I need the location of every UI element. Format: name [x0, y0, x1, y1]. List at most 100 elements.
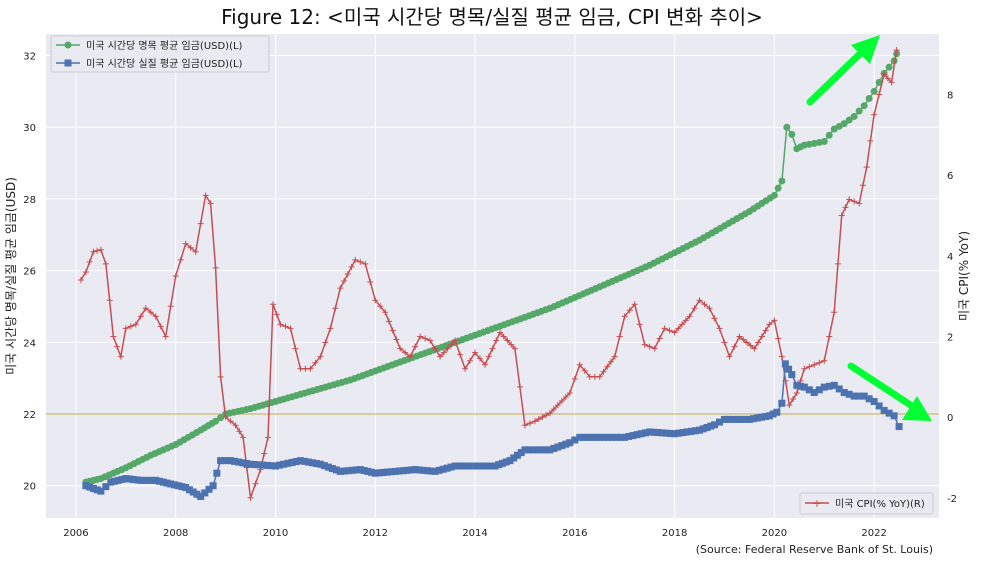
- cpi-point: [775, 335, 782, 342]
- cpi-point: [831, 309, 838, 316]
- real-wage-point: [463, 462, 471, 470]
- real-wage-point: [749, 415, 757, 423]
- cpi-point: [152, 313, 159, 320]
- nominal-wage-point: [778, 177, 786, 185]
- real-wage-point: [502, 458, 510, 466]
- cpi-point: [758, 333, 765, 340]
- real-wage-point: [558, 442, 566, 450]
- real-wage-point: [788, 371, 796, 379]
- real-wage-point: [679, 429, 687, 437]
- right-y-tick-label: 4: [947, 252, 953, 263]
- legend-nominal-label: 미국 시간당 명목 평균 임금(USD)(L): [86, 39, 243, 52]
- cpi-point: [122, 325, 129, 332]
- real-wage-point: [182, 484, 190, 492]
- real-wage-point: [114, 476, 122, 484]
- cpi-point: [743, 339, 750, 346]
- cpi-point: [402, 349, 409, 356]
- real-wage-point: [217, 457, 225, 465]
- nominal-wage-point: [845, 116, 853, 124]
- cpi-point: [132, 321, 139, 328]
- cpi-point: [771, 317, 778, 324]
- real-wage-point: [163, 479, 171, 487]
- cpi-point: [656, 335, 663, 342]
- cpi-point: [327, 325, 334, 332]
- cpi-point: [90, 248, 97, 255]
- real-wage-point: [126, 475, 134, 483]
- real-wage-point: [683, 428, 691, 436]
- cpi-point: [97, 246, 104, 253]
- real-wage-point: [483, 462, 491, 470]
- real-wage-point: [167, 480, 175, 488]
- cpi-point: [397, 345, 404, 352]
- x-tick-label: 2012: [363, 528, 388, 539]
- legend-left-frame: [50, 35, 270, 73]
- real-wage-point: [588, 433, 596, 441]
- cpi-point: [531, 418, 538, 425]
- cpi-point: [172, 273, 179, 279]
- cpi-point: [212, 264, 219, 271]
- cpi-point: [706, 305, 713, 312]
- real-wage-point: [529, 446, 537, 454]
- real-wage-point: [658, 429, 666, 437]
- left-axis-title: 미국 시간당 명목/실질 평균 임금(USD): [4, 177, 18, 375]
- real-wage-point: [533, 446, 541, 454]
- cpi-point: [247, 494, 254, 501]
- cpi-point: [888, 79, 895, 86]
- real-wage-point: [498, 459, 506, 467]
- real-wage-point: [617, 433, 625, 441]
- real-wage-point: [525, 446, 533, 454]
- cpi-point: [826, 333, 833, 340]
- real-wage-point: [276, 461, 284, 469]
- real-wage-point: [379, 468, 387, 476]
- real-wage-point: [263, 461, 271, 469]
- real-wage-point: [633, 431, 641, 439]
- cpi-point: [448, 341, 455, 348]
- cpi-point: [127, 323, 134, 330]
- real-wage-point: [280, 460, 288, 468]
- real-wage-point: [495, 461, 503, 469]
- cpi-point: [543, 412, 550, 419]
- cpi-point: [252, 480, 259, 487]
- cpi-point: [607, 358, 614, 365]
- cpi-point: [762, 327, 769, 334]
- real-wage-point: [662, 429, 670, 437]
- cpi-point: [377, 303, 384, 310]
- cpi-point: [207, 200, 214, 207]
- cpi-point: [816, 359, 823, 366]
- cpi-point: [452, 337, 459, 344]
- cpi-point: [600, 368, 607, 375]
- real-wage-point: [340, 467, 348, 475]
- real-wage-point: [725, 415, 733, 423]
- cpi-point: [558, 398, 565, 405]
- real-wage-point: [129, 475, 137, 483]
- real-wage-point: [403, 466, 411, 474]
- cpi-point: [489, 345, 496, 352]
- cpi-point: [696, 297, 703, 304]
- nominal-wage-point: [840, 120, 848, 128]
- x-tick-label: 2020: [762, 528, 787, 539]
- real-wage-point: [711, 421, 719, 429]
- real-wage-point: [455, 462, 463, 470]
- cpi-point: [755, 339, 762, 346]
- real-wage-point: [666, 429, 674, 437]
- real-wage-point: [316, 460, 324, 468]
- cpi-point: [881, 71, 888, 78]
- cpi-point: [222, 414, 229, 421]
- cpi-point: [876, 91, 883, 98]
- cpi-point: [726, 353, 733, 360]
- real-wage-point: [344, 467, 352, 475]
- real-wage-point: [431, 467, 439, 475]
- real-wage-point: [141, 476, 149, 484]
- left-y-tick-label: 24: [23, 338, 36, 349]
- cpi-point: [562, 394, 569, 400]
- real-wage-point: [612, 433, 620, 441]
- x-axis-ticks: 2006 2008 2010 2012 2014 2016 2018 2020 2022: [63, 528, 887, 539]
- cpi-point: [884, 75, 891, 82]
- right-y-tick-label: 2: [947, 333, 953, 344]
- real-wage-point: [761, 413, 769, 421]
- real-wage-point: [399, 467, 407, 475]
- real-wage-point: [239, 459, 247, 467]
- real-wage-point: [193, 490, 201, 498]
- cpi-point: [546, 410, 553, 417]
- real-wage-point: [517, 449, 525, 457]
